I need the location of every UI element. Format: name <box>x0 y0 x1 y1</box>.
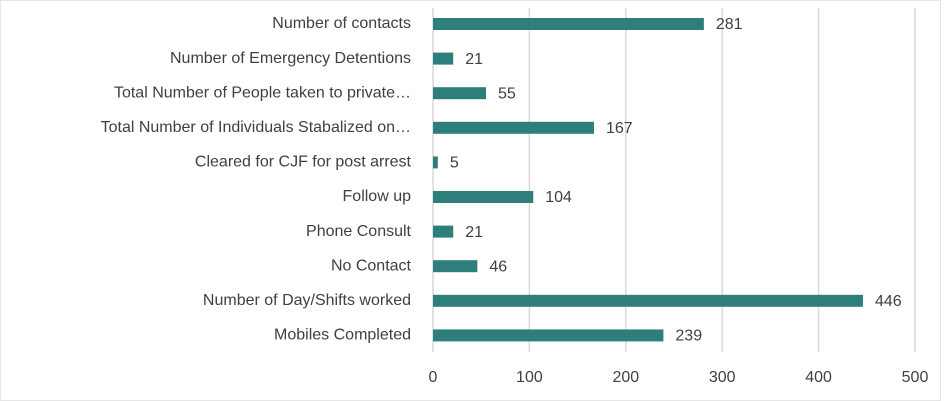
data-label: 281 <box>716 16 743 33</box>
bar <box>433 260 478 273</box>
data-label: 21 <box>465 224 483 241</box>
bar <box>433 18 704 30</box>
data-label: 46 <box>489 258 507 275</box>
y-tick-label: Cleared for CJF for post arrest <box>195 154 412 171</box>
x-tick-label: 200 <box>612 369 639 386</box>
bar <box>433 87 487 100</box>
y-tick-label: Total Number of Individuals Stabalized o… <box>101 119 411 136</box>
x-tick-label: 0 <box>429 369 438 386</box>
data-label: 5 <box>450 155 459 172</box>
y-tick-label: Number of Emergency Detentions <box>170 50 411 67</box>
data-label: 167 <box>606 120 633 137</box>
y-tick-label: No Contact <box>331 257 412 274</box>
x-tick-label: 300 <box>709 369 736 386</box>
y-tick-label: Total Number of People taken to private… <box>114 84 411 101</box>
bar <box>433 225 454 238</box>
bar <box>433 156 438 169</box>
data-label: 21 <box>465 51 483 68</box>
y-tick-label: Follow up <box>343 188 412 205</box>
x-tick-label: 500 <box>902 369 929 386</box>
y-tick-label: Number of contacts <box>272 15 411 32</box>
bar <box>433 121 594 134</box>
data-label: 55 <box>498 85 516 102</box>
x-tick-label: 100 <box>516 369 543 386</box>
y-tick-label: Mobiles Completed <box>274 327 411 344</box>
data-label: 239 <box>675 328 702 345</box>
y-tick-label: Number of Day/Shifts worked <box>203 292 411 309</box>
data-label: 446 <box>875 293 902 310</box>
y-tick-label: Phone Consult <box>306 223 412 240</box>
bar <box>433 52 454 65</box>
bar <box>433 191 534 203</box>
bar <box>433 294 863 307</box>
bar <box>433 329 664 342</box>
data-label: 104 <box>545 189 572 206</box>
x-tick-label: 400 <box>805 369 832 386</box>
